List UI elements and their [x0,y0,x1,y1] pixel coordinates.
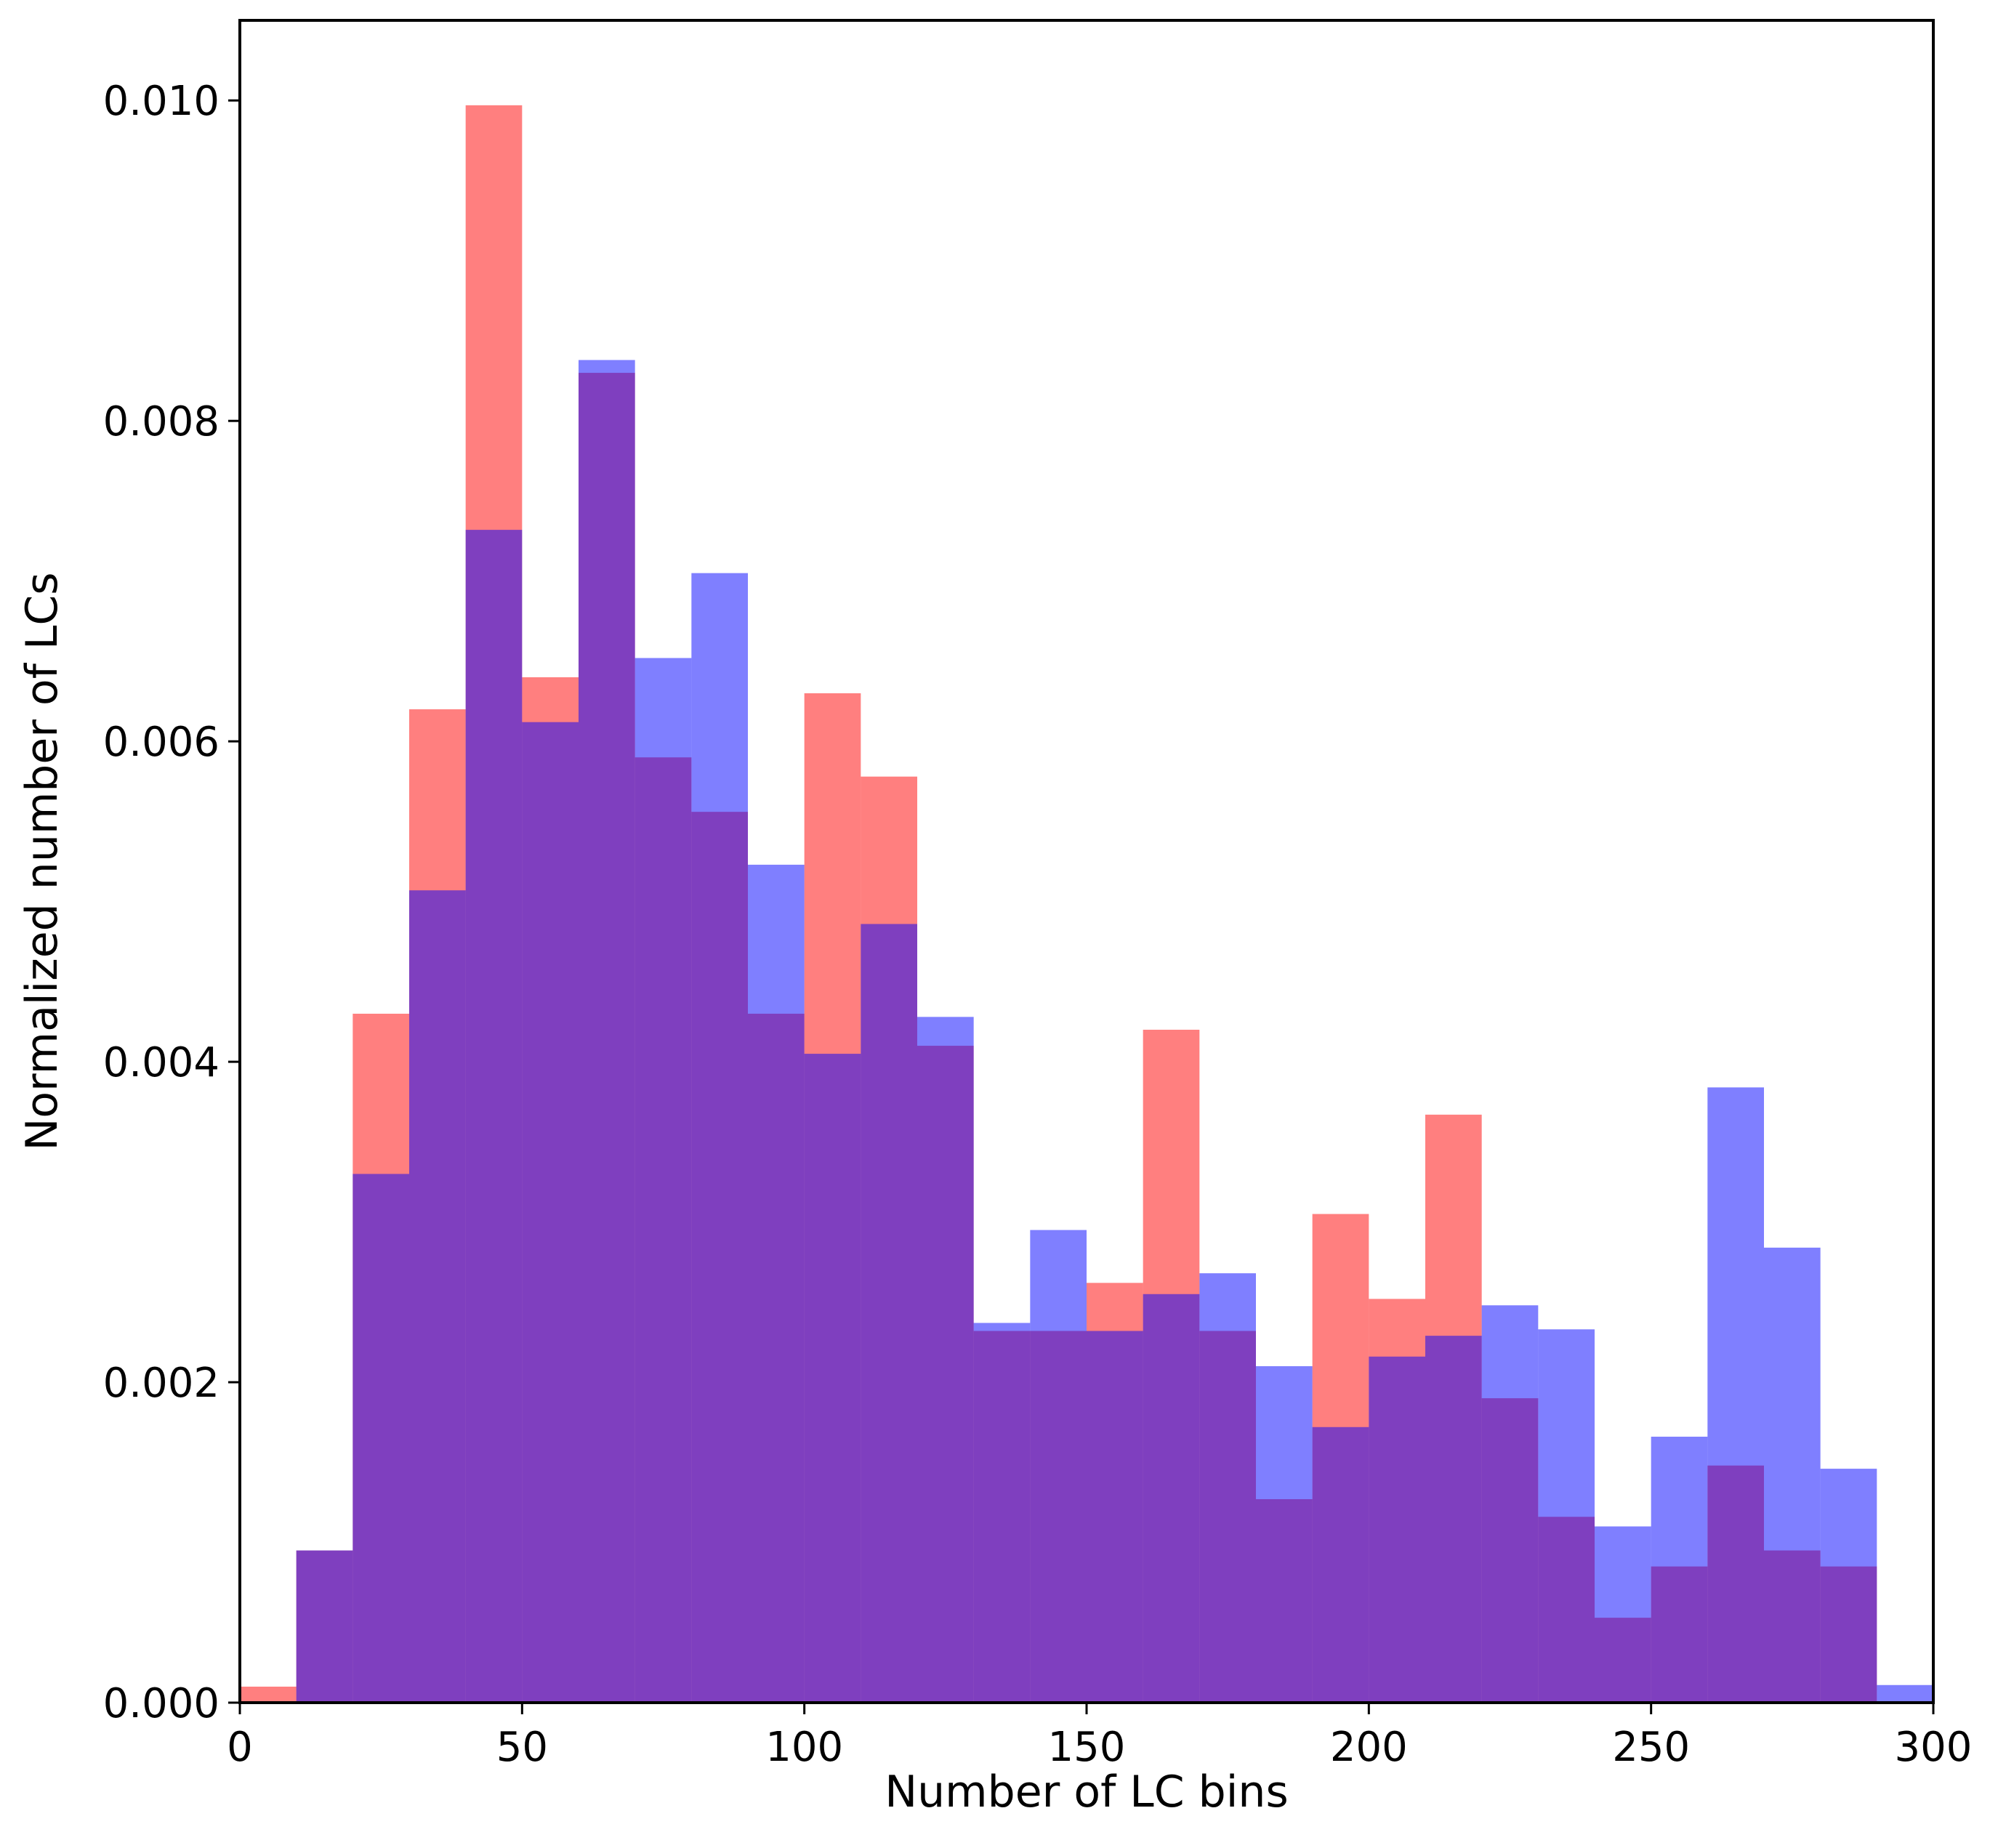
histogram-bar [1256,1366,1313,1703]
histogram-bar [579,360,635,1703]
x-tick-label: 250 [1612,1724,1690,1771]
histogram-bar [353,1174,409,1703]
histogram-bar [1030,1230,1087,1703]
y-axis-label: Normalized number of LCs [17,572,68,1150]
histogram-bar [1595,1526,1651,1703]
histogram-bar [1820,1469,1877,1703]
x-axis-ticks: 0 50 100 150 200 250 300 [227,1703,1972,1771]
x-tick-label: 50 [496,1724,548,1771]
y-axis-ticks: 0.000 0.002 0.004 0.006 0.008 0.010 [103,78,240,1727]
histogram-bar [522,722,579,1703]
histogram-bar [804,1054,861,1703]
histogram-bar [1199,1273,1256,1703]
histogram-bar [635,658,692,1703]
histogram-bar [861,924,917,1703]
histogram-bar [465,530,523,1703]
histogram-bar [240,1686,297,1703]
histogram-bar [1369,1356,1425,1703]
x-tick-label: 200 [1330,1724,1408,1771]
x-tick-label: 100 [765,1724,843,1771]
x-tick-label: 300 [1895,1724,1973,1771]
histogram-bar [1877,1684,1933,1703]
histogram-bar [917,1017,974,1703]
histogram-bars [240,105,1933,1703]
y-tick-label: 0.006 [103,719,219,766]
series-2 [296,360,1933,1703]
histogram-bar [1764,1247,1821,1703]
histogram-bar [1538,1329,1595,1703]
histogram-bar [1143,1294,1200,1703]
x-tick-label: 150 [1048,1724,1126,1771]
x-axis-label: Number of LC bins [885,1767,1288,1817]
y-tick-label: 0.000 [103,1680,219,1727]
histogram-bar [1651,1437,1708,1703]
histogram-bar [1481,1305,1539,1703]
histogram-bar [409,890,466,1703]
histogram-bar [1087,1331,1143,1703]
y-tick-label: 0.002 [103,1360,219,1407]
y-tick-label: 0.004 [103,1039,219,1086]
x-tick-label: 0 [227,1724,253,1771]
histogram-bar [748,864,805,1703]
histogram-bar [1425,1336,1482,1703]
histogram-bar [691,573,748,1703]
y-tick-label: 0.010 [103,78,219,125]
histogram-bar [296,1550,353,1703]
histogram-bar [973,1323,1031,1703]
histogram-bar [1312,1427,1369,1703]
histogram-bar [1707,1087,1764,1703]
y-tick-label: 0.008 [103,398,219,445]
